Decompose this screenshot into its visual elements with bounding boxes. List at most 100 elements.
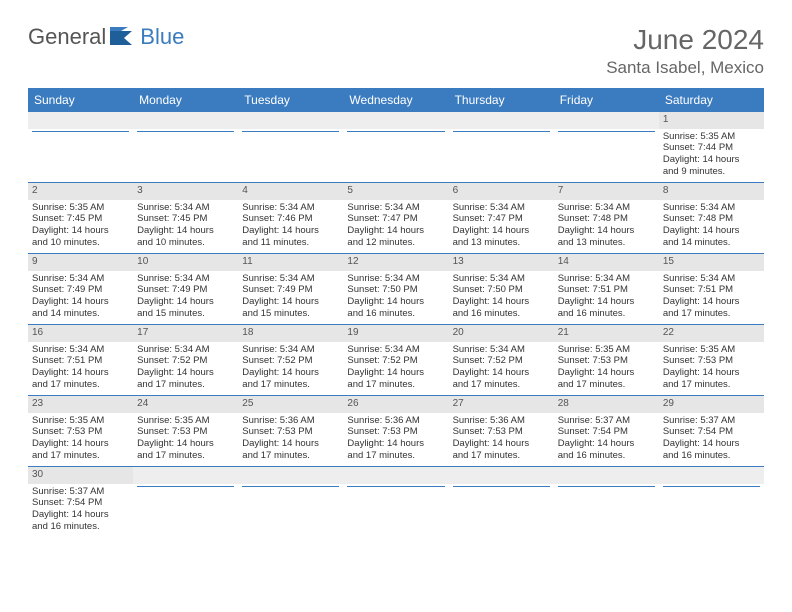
day-info: Sunrise: 5:37 AMSunset: 7:54 PMDaylight:… — [558, 415, 655, 463]
info-line: Sunrise: 5:34 AM — [347, 273, 444, 285]
day-number — [554, 467, 659, 484]
calendar-cell: 27Sunrise: 5:36 AMSunset: 7:53 PMDayligh… — [449, 396, 554, 467]
day-number: 6 — [449, 183, 554, 200]
info-line: and 17 minutes. — [242, 450, 339, 462]
info-line: Daylight: 14 hours — [453, 438, 550, 450]
calendar-cell: 21Sunrise: 5:35 AMSunset: 7:53 PMDayligh… — [554, 325, 659, 396]
info-line: Daylight: 14 hours — [663, 367, 760, 379]
day-info: Sunrise: 5:34 AMSunset: 7:50 PMDaylight:… — [347, 273, 444, 321]
calendar-cell — [449, 112, 554, 183]
day-number: 30 — [28, 467, 133, 484]
info-line: Daylight: 14 hours — [32, 438, 129, 450]
calendar-cell — [554, 112, 659, 183]
weekday-header-row: Sunday Monday Tuesday Wednesday Thursday… — [28, 88, 764, 112]
day-number: 7 — [554, 183, 659, 200]
calendar-cell: 17Sunrise: 5:34 AMSunset: 7:52 PMDayligh… — [133, 325, 238, 396]
info-line: Sunset: 7:47 PM — [347, 213, 444, 225]
day-number — [343, 112, 448, 129]
calendar-cell: 14Sunrise: 5:34 AMSunset: 7:51 PMDayligh… — [554, 254, 659, 325]
info-line: and 16 minutes. — [558, 450, 655, 462]
info-line: Sunrise: 5:35 AM — [32, 202, 129, 214]
calendar-cell: 28 Sunrise: 5:37 AMSunset: 7:54 PMDayligh… — [554, 396, 659, 467]
day-number: 3 — [133, 183, 238, 200]
info-line: Sunset: 7:52 PM — [453, 355, 550, 367]
info-line: and 14 minutes. — [663, 237, 760, 249]
info-line: and 17 minutes. — [32, 450, 129, 462]
weekday-header: Thursday — [449, 88, 554, 112]
info-line: Daylight: 14 hours — [137, 367, 234, 379]
info-line: Sunset: 7:51 PM — [32, 355, 129, 367]
info-line: Sunset: 7:54 PM — [558, 426, 655, 438]
day-number: 23 — [28, 396, 133, 413]
info-line: Sunrise: 5:36 AM — [347, 415, 444, 427]
info-line: and 15 minutes. — [137, 308, 234, 320]
calendar-cell — [133, 112, 238, 183]
day-info: Sunrise: 5:34 AMSunset: 7:49 PMDaylight:… — [242, 273, 339, 321]
info-line: Sunset: 7:51 PM — [663, 284, 760, 296]
day-info: Sunrise: 5:34 AMSunset: 7:51 PMDaylight:… — [32, 344, 129, 392]
info-line: Daylight: 14 hours — [242, 438, 339, 450]
weekday-header: Wednesday — [343, 88, 448, 112]
calendar-cell: 23Sunrise: 5:35 AMSunset: 7:53 PMDayligh… — [28, 396, 133, 467]
info-line: Sunset: 7:52 PM — [137, 355, 234, 367]
info-line: and 16 minutes. — [32, 521, 129, 533]
info-line: Daylight: 14 hours — [32, 509, 129, 521]
day-number: 17 — [133, 325, 238, 342]
info-line: Sunset: 7:44 PM — [663, 142, 760, 154]
info-line: Sunset: 7:50 PM — [453, 284, 550, 296]
info-line: Daylight: 14 hours — [558, 225, 655, 237]
calendar-week-row: 2Sunrise: 5:35 AMSunset: 7:45 PMDaylight… — [28, 183, 764, 254]
info-line: Daylight: 14 hours — [137, 438, 234, 450]
day-number: 28 — [554, 396, 659, 413]
day-info: Sunrise: 5:34 AMSunset: 7:52 PMDaylight:… — [453, 344, 550, 392]
info-line: and 17 minutes. — [347, 379, 444, 391]
info-line: Sunrise: 5:35 AM — [663, 131, 760, 143]
info-line: and 17 minutes. — [453, 379, 550, 391]
info-line: Daylight: 14 hours — [453, 225, 550, 237]
logo-text-1: General — [28, 24, 106, 50]
day-number — [133, 112, 238, 129]
info-line: and 15 minutes. — [242, 308, 339, 320]
info-line: Sunset: 7:54 PM — [663, 426, 760, 438]
day-number: 12 — [343, 254, 448, 271]
calendar-cell: 20Sunrise: 5:34 AMSunset: 7:52 PMDayligh… — [449, 325, 554, 396]
info-line: and 13 minutes. — [453, 237, 550, 249]
calendar-week-row: 1Sunrise: 5:35 AMSunset: 7:44 PMDaylight… — [28, 112, 764, 183]
calendar-cell: 15Sunrise: 5:34 AMSunset: 7:51 PMDayligh… — [659, 254, 764, 325]
info-line: Daylight: 14 hours — [453, 296, 550, 308]
info-line: Daylight: 14 hours — [558, 296, 655, 308]
info-line: and 17 minutes. — [663, 379, 760, 391]
day-info: Sunrise: 5:36 AMSunset: 7:53 PMDaylight:… — [453, 415, 550, 463]
info-line: Daylight: 14 hours — [663, 296, 760, 308]
weekday-header: Monday — [133, 88, 238, 112]
calendar-cell — [28, 112, 133, 183]
calendar-cell — [449, 467, 554, 538]
day-info: Sunrise: 5:35 AMSunset: 7:45 PMDaylight:… — [32, 202, 129, 250]
day-info: Sunrise: 5:34 AMSunset: 7:48 PMDaylight:… — [558, 202, 655, 250]
calendar-cell: 26Sunrise: 5:36 AMSunset: 7:53 PMDayligh… — [343, 396, 448, 467]
day-number: 10 — [133, 254, 238, 271]
day-number — [343, 467, 448, 484]
calendar-cell: 9Sunrise: 5:34 AMSunset: 7:49 PMDaylight… — [28, 254, 133, 325]
info-line: Sunrise: 5:34 AM — [347, 344, 444, 356]
calendar-cell: 22Sunrise: 5:35 AMSunset: 7:53 PMDayligh… — [659, 325, 764, 396]
info-line: Sunrise: 5:34 AM — [453, 344, 550, 356]
info-line: Sunset: 7:51 PM — [558, 284, 655, 296]
day-info: Sunrise: 5:35 AMSunset: 7:53 PMDaylight:… — [558, 344, 655, 392]
calendar-cell — [343, 467, 448, 538]
info-line: Daylight: 14 hours — [663, 154, 760, 166]
info-line: Sunrise: 5:34 AM — [242, 273, 339, 285]
location-label: Santa Isabel, Mexico — [606, 58, 764, 78]
day-info: Sunrise: 5:37 AMSunset: 7:54 PMDaylight:… — [32, 486, 129, 534]
info-line: Sunrise: 5:37 AM — [558, 415, 655, 427]
info-line: and 11 minutes. — [242, 237, 339, 249]
info-line: Sunset: 7:54 PM — [32, 497, 129, 509]
day-info: Sunrise: 5:34 AMSunset: 7:47 PMDaylight:… — [347, 202, 444, 250]
day-info: Sunrise: 5:34 AMSunset: 7:49 PMDaylight:… — [137, 273, 234, 321]
weekday-header: Friday — [554, 88, 659, 112]
calendar-cell: 4Sunrise: 5:34 AMSunset: 7:46 PMDaylight… — [238, 183, 343, 254]
info-line: Daylight: 14 hours — [32, 296, 129, 308]
info-line: Sunrise: 5:35 AM — [663, 344, 760, 356]
info-line: and 10 minutes. — [137, 237, 234, 249]
calendar-cell: 7 Sunrise: 5:34 AMSunset: 7:48 PMDaylight… — [554, 183, 659, 254]
